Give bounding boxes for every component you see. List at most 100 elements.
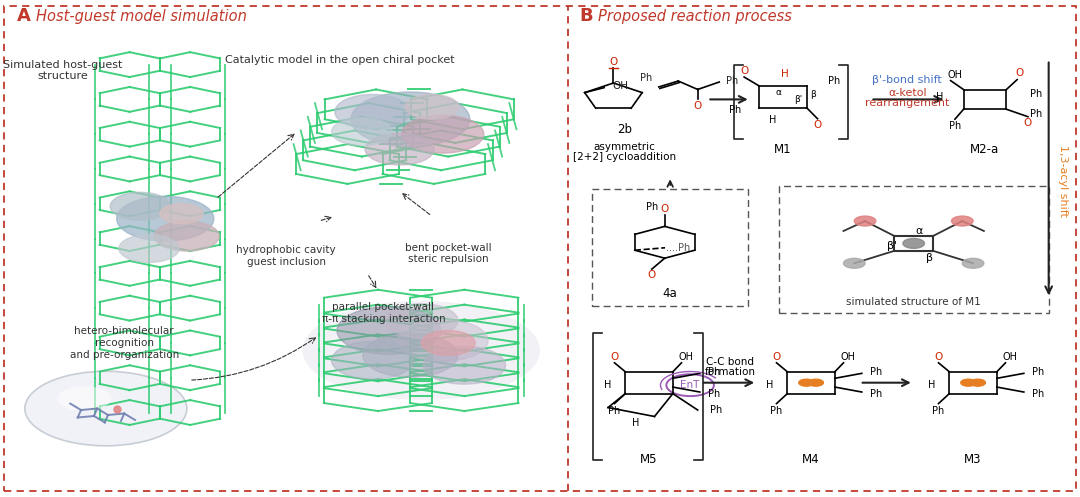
Text: Ph: Ph: [726, 76, 739, 86]
Text: Ph: Ph: [608, 406, 621, 415]
Circle shape: [351, 92, 470, 147]
Circle shape: [421, 331, 475, 355]
Text: parallel pocket-wall
π-π stacking interaction: parallel pocket-wall π-π stacking intera…: [322, 302, 445, 324]
Circle shape: [970, 379, 985, 386]
Circle shape: [951, 216, 973, 226]
Text: α: α: [916, 226, 922, 236]
Text: OH: OH: [947, 70, 962, 80]
Text: O: O: [772, 352, 781, 362]
Circle shape: [335, 94, 410, 129]
Circle shape: [423, 346, 505, 384]
Text: O: O: [693, 101, 702, 111]
Bar: [592, 189, 748, 306]
Text: OH: OH: [840, 352, 855, 362]
Text: Ph: Ph: [869, 389, 882, 399]
Circle shape: [405, 94, 459, 119]
Circle shape: [402, 115, 484, 153]
Text: 1,3-acyl shift: 1,3-acyl shift: [1057, 146, 1068, 217]
Text: β': β': [887, 241, 897, 251]
Ellipse shape: [302, 301, 540, 400]
Text: H: H: [936, 92, 944, 102]
Text: M2-a: M2-a: [970, 143, 1000, 156]
Circle shape: [119, 235, 179, 262]
Text: Ph: Ph: [1030, 109, 1042, 119]
Text: Proposed reaction process: Proposed reaction process: [598, 9, 793, 24]
Circle shape: [25, 371, 187, 446]
Text: H: H: [781, 69, 789, 79]
Text: O: O: [610, 352, 619, 362]
Text: Host-guest model simulation: Host-guest model simulation: [36, 9, 246, 24]
Text: Ph: Ph: [869, 367, 882, 377]
Text: O: O: [609, 57, 618, 67]
Text: O: O: [1024, 118, 1032, 128]
Circle shape: [337, 307, 441, 354]
Text: M5: M5: [640, 453, 658, 466]
Text: Ph: Ph: [770, 406, 783, 415]
Text: EnT: EnT: [680, 380, 700, 390]
Circle shape: [962, 258, 984, 268]
Text: Ph: Ph: [710, 405, 723, 415]
Text: Ph: Ph: [707, 367, 720, 377]
Text: B: B: [579, 7, 593, 25]
Text: ....Ph: ....Ph: [666, 243, 690, 253]
Circle shape: [160, 204, 203, 224]
Text: M1: M1: [774, 143, 792, 156]
Bar: [779, 186, 1049, 313]
Text: H: H: [769, 115, 775, 125]
Text: hetero-bimolecular
recognition
and pre-organization: hetero-bimolecular recognition and pre-o…: [69, 327, 179, 359]
Circle shape: [365, 133, 434, 165]
Text: Catalytic model in the open chiral pocket: Catalytic model in the open chiral pocke…: [226, 55, 455, 65]
Text: Ph: Ph: [827, 76, 840, 86]
Text: H: H: [929, 380, 935, 390]
Text: Simulated host-guest
structure: Simulated host-guest structure: [3, 60, 122, 81]
Text: asymmetric: asymmetric: [593, 142, 656, 152]
Text: Ph: Ph: [949, 121, 961, 131]
Text: O: O: [648, 270, 656, 280]
Text: O: O: [740, 66, 748, 76]
Text: hydrophobic cavity
guest inclusion: hydrophobic cavity guest inclusion: [237, 245, 336, 267]
Text: C-C bond: C-C bond: [706, 357, 754, 367]
Text: O: O: [1015, 68, 1024, 78]
Text: H: H: [633, 418, 639, 428]
Circle shape: [961, 379, 976, 386]
Text: M4: M4: [802, 453, 820, 466]
Circle shape: [117, 196, 214, 241]
Text: O: O: [934, 352, 943, 362]
Circle shape: [110, 192, 171, 220]
Text: Ph: Ph: [1031, 367, 1044, 377]
Circle shape: [843, 258, 865, 268]
Text: OH: OH: [678, 352, 693, 362]
Text: M3: M3: [964, 453, 982, 466]
Text: bent pocket-wall
steric repulsion: bent pocket-wall steric repulsion: [405, 243, 491, 264]
Text: β: β: [810, 90, 816, 99]
Text: α: α: [775, 88, 782, 97]
Circle shape: [57, 386, 111, 411]
Text: formation: formation: [704, 367, 756, 377]
Text: Ph: Ph: [1031, 389, 1044, 399]
Text: [2+2] cycloaddition: [2+2] cycloaddition: [572, 152, 676, 162]
Text: α-ketol: α-ketol: [888, 88, 927, 98]
Text: Ph: Ph: [932, 406, 945, 415]
Text: 4a: 4a: [663, 287, 677, 300]
Text: Ph: Ph: [646, 202, 658, 213]
Text: OH: OH: [1002, 352, 1017, 362]
Text: A: A: [17, 7, 31, 25]
Text: simulated structure of M1: simulated structure of M1: [847, 297, 981, 307]
Text: H: H: [605, 380, 611, 390]
Text: H: H: [767, 380, 773, 390]
Circle shape: [332, 341, 414, 379]
Text: 2b: 2b: [617, 123, 632, 136]
Text: Ph: Ph: [729, 105, 742, 115]
Circle shape: [332, 118, 392, 146]
Text: β: β: [927, 253, 933, 263]
Circle shape: [154, 221, 219, 251]
Circle shape: [363, 333, 458, 377]
Text: β': β': [794, 95, 802, 104]
Text: O: O: [813, 120, 822, 130]
Text: β'-bond shift: β'-bond shift: [873, 75, 942, 84]
Text: OH: OH: [612, 81, 629, 90]
Text: Ph: Ph: [1030, 89, 1042, 99]
Text: rearrangement: rearrangement: [865, 98, 949, 108]
Circle shape: [384, 304, 458, 337]
Circle shape: [903, 239, 924, 248]
